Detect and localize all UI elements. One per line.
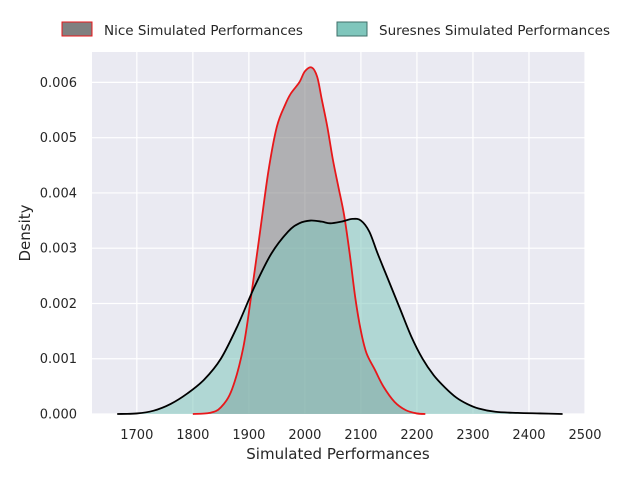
y-tick-label: 0.005	[40, 131, 77, 146]
y-tick-label: 0.006	[40, 76, 77, 91]
y-tick-label: 0.004	[40, 186, 77, 201]
y-tick-label: 0.003	[40, 242, 77, 257]
density-line-nice	[192, 66, 426, 415]
y-tick-labels: 0.000 0.001 0.002 0.003 0.004 0.005 0.006	[40, 76, 77, 423]
x-tick-label: 2400	[512, 428, 545, 443]
y-tick-label: 0.001	[40, 352, 77, 367]
legend: Nice Simulated Performances Suresnes Sim…	[61, 21, 610, 39]
y-tick-label: 0.002	[40, 297, 77, 312]
density-area-suresnes	[117, 218, 563, 414]
x-tick-label: 2100	[344, 428, 377, 443]
x-tick-label: 2500	[568, 428, 601, 443]
series-layer	[117, 66, 563, 415]
x-axis-label: Simulated Performances	[246, 445, 430, 463]
x-tick-label: 2300	[456, 428, 489, 443]
x-tick-label: 1800	[176, 428, 209, 443]
y-tick-label: 0.000	[40, 408, 77, 423]
legend-swatch-nice	[61, 21, 93, 37]
x-tick-label: 2200	[400, 428, 433, 443]
x-tick-label: 2000	[288, 428, 321, 443]
legend-label-suresnes: Suresnes Simulated Performances	[379, 23, 610, 39]
x-tick-labels: 1700 1800 1900 2000 2100 2200 2300 2400 2500	[120, 428, 601, 443]
x-tick-label: 1900	[232, 428, 265, 443]
legend-label-nice: Nice Simulated Performances	[104, 23, 303, 39]
density-line-suresnes	[117, 217, 563, 415]
legend-swatch-suresnes	[336, 21, 368, 37]
x-tick-label: 1700	[120, 428, 153, 443]
y-axis-label: Density	[16, 204, 34, 261]
